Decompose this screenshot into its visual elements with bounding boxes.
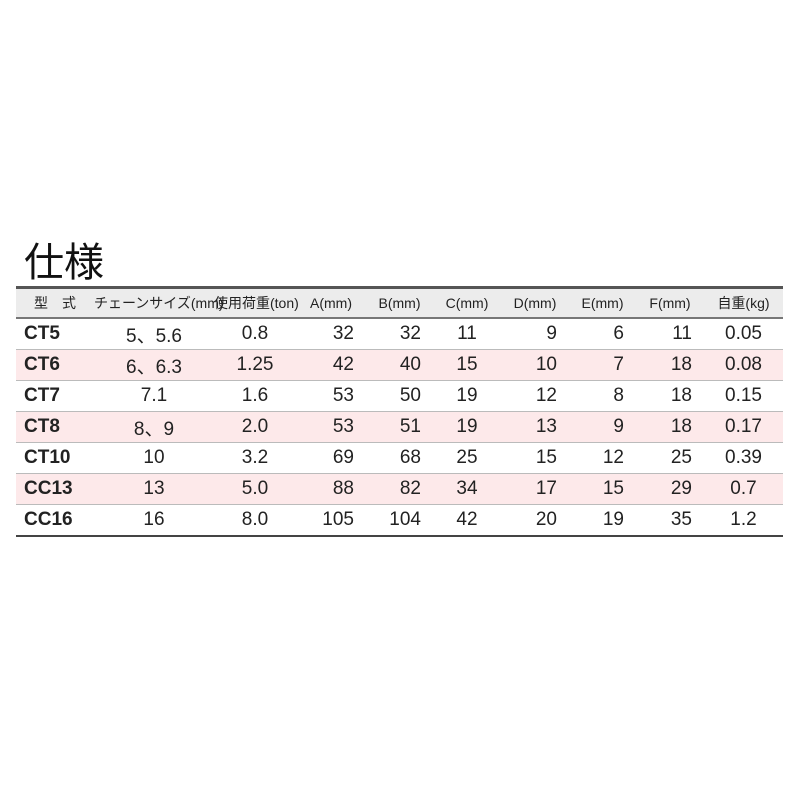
cell-d: 17 [501, 473, 569, 505]
cell-b: 50 [366, 380, 433, 412]
header-c: C(mm) [445, 295, 489, 311]
header-weight: 自重(kg) [717, 295, 770, 311]
cell-b: 51 [366, 411, 433, 443]
cell-f: 18 [636, 380, 704, 412]
cell-d: 9 [501, 318, 569, 350]
header-a: A(mm) [310, 295, 352, 311]
cell-chain-size: 5、5.6 [94, 318, 214, 350]
header-model: 型 式 [34, 295, 76, 311]
cell-e: 7 [569, 349, 636, 381]
cell-model: CT10 [16, 442, 94, 474]
cell-a: 69 [296, 442, 366, 474]
table-row: CC13 13 5.0 88 82 34 17 15 29 0.7 [16, 473, 783, 505]
header-e: E(mm) [581, 295, 624, 311]
table-row: CT8 8、9 2.0 53 51 19 13 9 18 0.17 [16, 411, 783, 443]
header-chain-size: チェーンサイズ(mm) [94, 295, 224, 311]
header-working-load: 使用荷重(ton) [214, 295, 299, 311]
cell-c: 34 [433, 473, 501, 505]
cell-b: 68 [366, 442, 433, 474]
header-d: D(mm) [513, 295, 557, 311]
cell-chain-size: 13 [94, 473, 214, 505]
spec-table: 型 式 チェーンサイズ(mm) 使用荷重(ton) A(mm) B(mm) C(mm) D(… [16, 286, 783, 537]
cell-weight: 0.17 [704, 411, 783, 443]
table-row: CT6 6、6.3 1.25 42 40 15 10 7 18 0.08 [16, 349, 783, 381]
table-row: CT10 10 3.2 69 68 25 15 12 25 0.39 [16, 442, 783, 474]
cell-a: 105 [296, 504, 366, 537]
cell-c: 11 [433, 318, 501, 350]
cell-b: 40 [366, 349, 433, 381]
cell-e: 6 [569, 318, 636, 350]
cell-model: CT5 [16, 318, 94, 350]
cell-f: 29 [636, 473, 704, 505]
cell-e: 8 [569, 380, 636, 412]
cell-d: 10 [501, 349, 569, 381]
cell-b: 82 [366, 473, 433, 505]
cell-b: 104 [366, 504, 433, 537]
cell-d: 13 [501, 411, 569, 443]
cell-weight: 0.7 [704, 473, 783, 505]
cell-e: 12 [569, 442, 636, 474]
cell-e: 19 [569, 504, 636, 537]
cell-working-load: 1.6 [214, 380, 296, 412]
cell-f: 25 [636, 442, 704, 474]
cell-d: 12 [501, 380, 569, 412]
cell-f: 11 [636, 318, 704, 350]
table-row: CT5 5、5.6 0.8 32 32 11 9 6 11 0.05 [16, 318, 783, 350]
cell-b: 32 [366, 318, 433, 350]
cell-model: CT6 [16, 349, 94, 381]
cell-f: 18 [636, 349, 704, 381]
header-b: B(mm) [378, 295, 421, 311]
cell-model: CC13 [16, 473, 94, 505]
cell-chain-size: 6、6.3 [94, 349, 214, 381]
cell-weight: 0.05 [704, 318, 783, 350]
cell-c: 42 [433, 504, 501, 537]
cell-c: 19 [433, 380, 501, 412]
table-row: CC16 16 8.0 105 104 42 20 19 35 1.2 [16, 504, 783, 537]
cell-working-load: 1.25 [214, 349, 296, 381]
header-row: 型 式 チェーンサイズ(mm) 使用荷重(ton) A(mm) B(mm) C(mm) D(… [16, 287, 783, 318]
cell-a: 53 [296, 411, 366, 443]
cell-model: CT8 [16, 411, 94, 443]
cell-d: 20 [501, 504, 569, 537]
cell-working-load: 0.8 [214, 318, 296, 350]
cell-a: 42 [296, 349, 366, 381]
cell-weight: 0.39 [704, 442, 783, 474]
cell-a: 32 [296, 318, 366, 350]
cell-e: 15 [569, 473, 636, 505]
cell-f: 18 [636, 411, 704, 443]
cell-model: CT7 [16, 380, 94, 412]
page-title: 仕様 [24, 240, 104, 286]
cell-e: 9 [569, 411, 636, 443]
cell-working-load: 2.0 [214, 411, 296, 443]
cell-working-load: 8.0 [214, 504, 296, 537]
cell-c: 19 [433, 411, 501, 443]
cell-chain-size: 16 [94, 504, 214, 537]
table-row: CT7 7.1 1.6 53 50 19 12 8 18 0.15 [16, 380, 783, 412]
cell-d: 15 [501, 442, 569, 474]
cell-model: CC16 [16, 504, 94, 537]
cell-chain-size: 7.1 [94, 380, 214, 412]
cell-chain-size: 10 [94, 442, 214, 474]
cell-weight: 0.08 [704, 349, 783, 381]
cell-c: 25 [433, 442, 501, 474]
cell-chain-size: 8、9 [94, 411, 214, 443]
cell-f: 35 [636, 504, 704, 537]
cell-working-load: 5.0 [214, 473, 296, 505]
header-f: F(mm) [649, 295, 691, 311]
cell-weight: 1.2 [704, 504, 783, 537]
cell-working-load: 3.2 [214, 442, 296, 474]
cell-a: 53 [296, 380, 366, 412]
cell-a: 88 [296, 473, 366, 505]
cell-c: 15 [433, 349, 501, 381]
cell-weight: 0.15 [704, 380, 783, 412]
